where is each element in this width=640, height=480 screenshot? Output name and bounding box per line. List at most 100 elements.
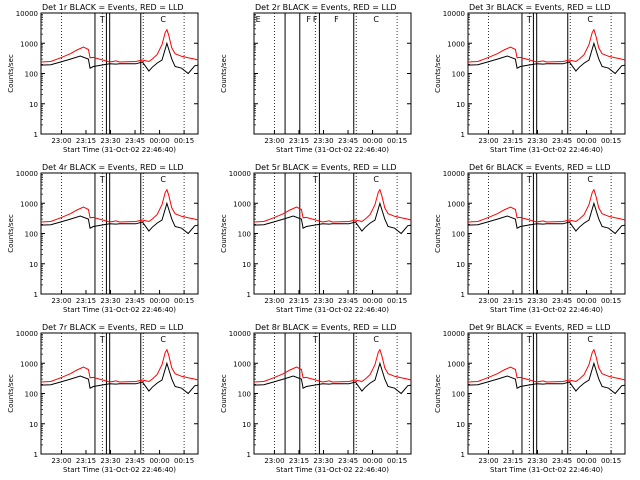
y-tick-label: 10 [29,261,38,269]
y-tick-label: 100 [238,231,251,239]
x-axis-label: Start Time (31-Oct-02 22:46:40) [276,146,389,154]
y-tick-label: 1 [34,131,38,139]
y-tick-label: 10000 [16,10,38,18]
chart-panel: Det 5r BLACK = Events, RED = LLD 1 10 100 10… [220,163,412,314]
x-tick-label: 00:00 [576,137,596,145]
x-axis-label: Start Time (31-Oct-02 22:46:40) [490,306,603,314]
y-tick-label: 100 [452,71,465,79]
chart-title: Det 4r BLACK = Events, RED = LLD [42,163,184,172]
x-tick-label: 00:15 [601,297,621,305]
y-tick-label: 1000 [20,40,38,48]
y-tick-label: 10000 [16,330,38,338]
series-line-events [40,361,199,395]
y-tick-label: 10 [29,421,38,429]
series-line-events [467,41,626,75]
x-tick-label: 23:45 [552,297,572,305]
x-axis-label: Start Time (31-Oct-02 22:46:40) [490,466,603,474]
series-line-lld [40,348,199,383]
x-tick-label: 23:15 [503,297,523,305]
y-tick-label: 10 [456,101,465,109]
x-tick-label: 00:15 [174,297,194,305]
y-tick-label: 10000 [443,330,465,338]
marker-label: T [312,335,318,344]
y-tick-label: 10000 [16,170,38,178]
y-tick-label: 10000 [443,170,465,178]
marker-label: T [99,335,105,344]
y-tick-label: 1000 [20,200,38,208]
x-tick-label: 00:00 [362,297,382,305]
x-tick-label: 23:15 [76,297,96,305]
y-tick-label: 10000 [229,330,251,338]
marker-label: T [312,175,318,184]
y-tick-label: 100 [25,231,38,239]
x-tick-label: 00:15 [387,297,407,305]
series-line-events [253,201,412,235]
plot-frame [253,332,412,455]
x-axis-label: Start Time (31-Oct-02 22:46:40) [63,306,176,314]
y-tick-label: 10 [456,261,465,269]
y-axis-label: Counts/sec [434,54,442,93]
y-tick-label: 100 [452,231,465,239]
y-axis-label: Counts/sec [7,374,15,413]
x-tick-label: 23:00 [51,297,71,305]
y-tick-label: 1 [247,291,251,299]
x-axis-label: Start Time (31-Oct-02 22:46:40) [276,466,389,474]
y-axis-label: Counts/sec [434,374,442,413]
series-line-lld [253,188,412,223]
x-tick-label: 23:30 [100,137,120,145]
series-line-lld [40,28,199,63]
x-tick-label: 00:15 [174,137,194,145]
chart-title: Det 6r BLACK = Events, RED = LLD [469,163,611,172]
x-tick-label: 23:15 [289,137,309,145]
y-tick-label: 1 [461,291,465,299]
x-tick-label: 23:00 [478,457,498,465]
chart-title: Det 2r BLACK = Events, RED = LLD [255,3,397,12]
chart-panel: Det 2r BLACK = Events, RED = LLD 23:00 23:… [220,3,412,154]
y-tick-label: 10 [242,261,251,269]
x-tick-label: 23:00 [264,297,284,305]
chart-title: Det 5r BLACK = Events, RED = LLD [255,163,397,172]
y-tick-label: 1 [461,451,465,459]
y-tick-label: 1000 [20,360,38,368]
marker-label: C [587,335,593,344]
y-tick-label: 10 [456,421,465,429]
x-tick-label: 23:45 [338,457,358,465]
chart-title: Det 3r BLACK = Events, RED = LLD [469,3,611,12]
x-tick-label: 23:45 [125,137,145,145]
series-line-lld [467,348,626,383]
y-axis-label: Counts/sec [220,54,228,93]
plot-frame [467,12,626,135]
x-tick-label: 23:15 [289,297,309,305]
plot-frame [253,12,412,135]
y-tick-label: 1000 [233,360,251,368]
y-tick-label: 10 [242,421,251,429]
marker-label: T [526,15,532,24]
y-tick-label: 1000 [447,360,465,368]
y-tick-label: 100 [452,391,465,399]
x-tick-label: 00:00 [362,457,382,465]
y-tick-label: 100 [25,391,38,399]
x-axis-label: Start Time (31-Oct-02 22:46:40) [490,146,603,154]
marker-label: T [526,175,532,184]
series-line-events [40,41,199,75]
x-axis-label: Start Time (31-Oct-02 22:46:40) [63,146,176,154]
x-tick-label: 00:00 [576,297,596,305]
chart-panel: Det 6r BLACK = Events, RED = LLD 1 10 100 10… [434,163,626,314]
series-line-events [253,361,412,395]
x-tick-label: 23:00 [51,457,71,465]
x-tick-label: 23:00 [264,457,284,465]
y-tick-label: 1 [461,131,465,139]
y-axis-label: Counts/sec [7,54,15,93]
x-tick-label: 00:15 [174,457,194,465]
x-tick-label: 00:15 [601,137,621,145]
plot-frame [467,172,626,295]
y-axis-label: Counts/sec [220,214,228,253]
series-line-lld [467,188,626,223]
marker-label: F [313,15,318,24]
x-tick-label: 23:45 [338,297,358,305]
series-line-lld [467,28,626,63]
x-tick-label: 23:00 [51,137,71,145]
x-tick-label: 00:15 [387,137,407,145]
x-tick-label: 00:15 [387,457,407,465]
series-line-events [467,201,626,235]
